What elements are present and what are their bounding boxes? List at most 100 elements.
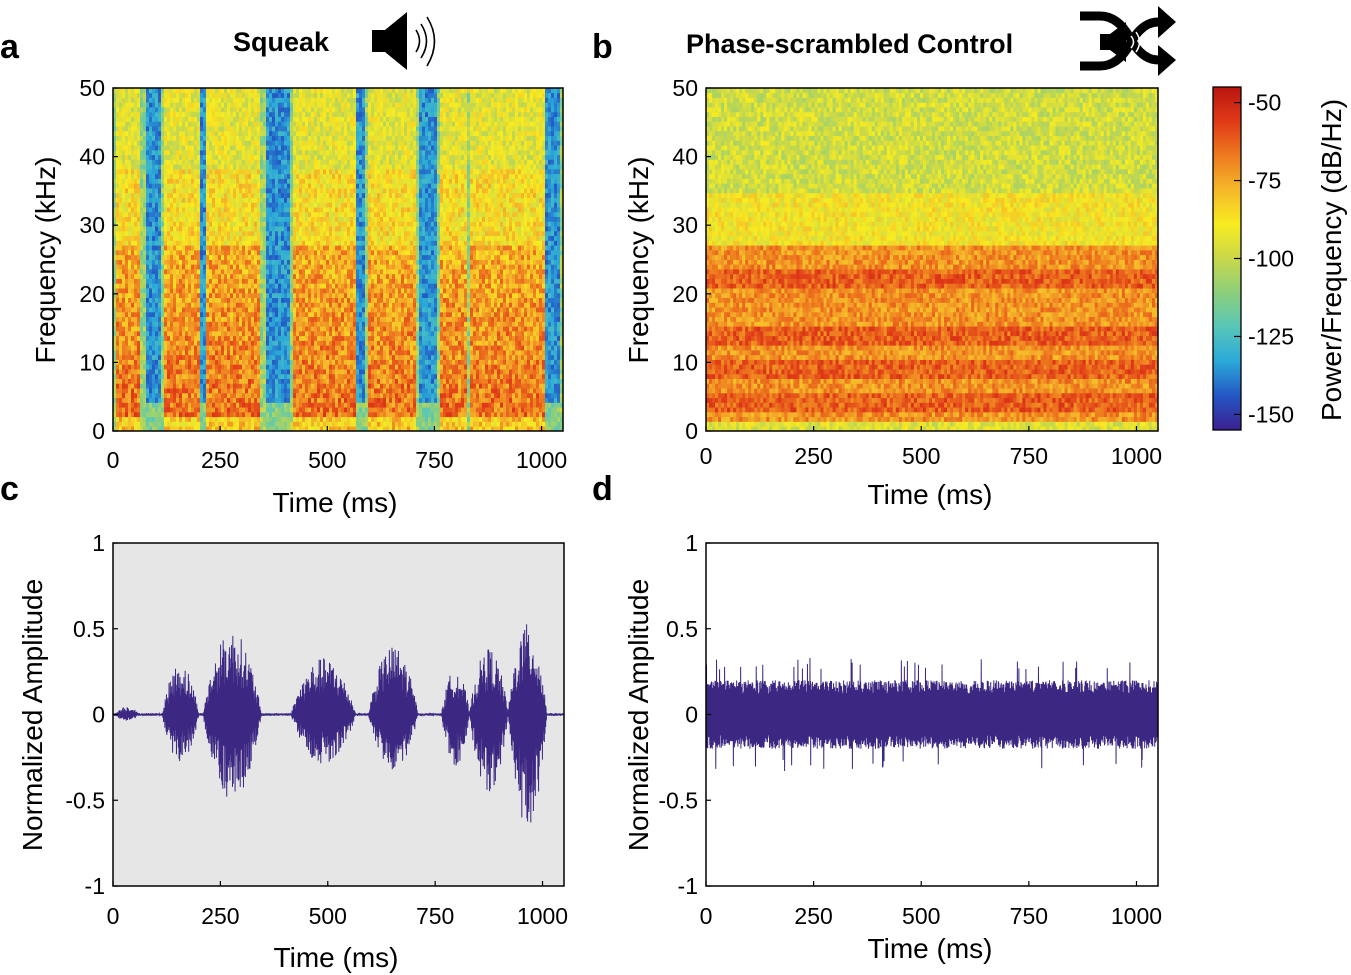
spectrogram-cell <box>149 102 153 108</box>
spectrogram-cell <box>236 316 240 322</box>
spectrogram-cell <box>197 321 201 327</box>
spectrogram-cell <box>284 135 288 141</box>
spectrogram-cell <box>215 135 219 141</box>
spectrogram-cell <box>269 388 273 394</box>
spectrogram-cell <box>212 92 216 98</box>
spectrogram-cell <box>206 164 210 170</box>
spectrogram-cell <box>293 411 297 418</box>
spectrogram-cell <box>152 278 156 284</box>
spectrogram-cell <box>140 178 144 184</box>
spectrogram-cell <box>194 397 198 403</box>
spectrogram-cell <box>260 369 264 375</box>
spectrogram-cell <box>260 197 264 203</box>
spectrogram-cell <box>161 168 165 175</box>
spectrogram-cell <box>188 226 192 232</box>
spectrogram-cell <box>197 135 201 141</box>
spectrogram-cell <box>182 149 186 156</box>
spectrogram-cell <box>224 335 228 341</box>
spectrogram-cell <box>287 383 291 389</box>
spectrogram-cell <box>320 397 324 403</box>
spectrogram-cell <box>245 321 249 327</box>
spectrogram-cell <box>212 192 216 198</box>
spectrogram-cell <box>125 173 129 179</box>
spectrogram-cell <box>290 211 294 218</box>
spectrogram-cell <box>275 288 279 294</box>
spectrogram-cell <box>179 350 183 356</box>
spectrogram-cell <box>140 188 144 194</box>
spectrogram-cell <box>272 345 276 351</box>
spectrogram-cell <box>116 126 120 132</box>
spectrogram-cell <box>236 402 240 408</box>
spectrogram-cell <box>206 178 210 184</box>
spectrogram-cell <box>143 140 147 146</box>
spectrogram-cell <box>143 216 147 222</box>
spectrogram-cell <box>170 383 174 389</box>
spectrogram-cell <box>272 159 276 165</box>
spectrogram-cell <box>155 240 159 246</box>
spectrogram-cell <box>230 407 234 413</box>
spectrogram-cell <box>257 121 261 127</box>
spectrogram-cell <box>230 216 234 222</box>
spectrogram-cell <box>218 202 222 208</box>
spectrogram-cell <box>224 273 228 279</box>
spectrogram-cell <box>182 107 186 113</box>
spectrogram-cell <box>311 383 315 389</box>
spectrogram-cell <box>143 178 147 184</box>
spectrogram-cell <box>191 335 195 341</box>
spectrogram-cell <box>224 211 228 218</box>
spectrogram-cell <box>164 364 168 370</box>
spectrogram-cell <box>302 269 306 275</box>
spectrogram-cell <box>143 359 147 365</box>
spectrogram-cell <box>278 183 282 189</box>
spectrogram-cell <box>194 88 198 94</box>
spectrogram-cell <box>224 173 228 179</box>
spectrogram-cell <box>299 311 303 318</box>
spectrogram-cell <box>116 364 120 370</box>
spectrogram-cell <box>236 259 240 265</box>
spectrogram-cell <box>191 378 195 384</box>
spectrogram-cell <box>143 288 147 294</box>
spectrogram-cell <box>149 307 153 313</box>
spectrogram-cell <box>230 354 234 360</box>
spectrogram-cell <box>305 350 309 356</box>
spectrogram-cell <box>269 350 273 356</box>
spectrogram-cell <box>263 302 267 308</box>
spectrogram-cell <box>224 288 228 294</box>
spectrogram-cell <box>134 211 138 218</box>
spectrogram-cell <box>209 345 213 351</box>
spectrogram-cell <box>179 126 183 132</box>
spectrogram-cell <box>134 340 138 346</box>
spectrogram-cell <box>242 373 246 379</box>
spectrogram-cell <box>140 130 144 137</box>
spectrogram-cell <box>152 249 156 256</box>
spectrogram-cell <box>284 426 288 432</box>
spectrogram-cell <box>251 92 255 98</box>
speaker-icon <box>372 12 436 70</box>
spectrogram-cell <box>200 211 204 218</box>
spectrogram-cell <box>203 259 207 265</box>
spectrogram-cell <box>245 264 249 270</box>
spectrogram-cell <box>164 216 168 222</box>
spectrogram-cell <box>176 359 180 365</box>
spectrogram-cell <box>158 202 162 208</box>
spectrogram-cell <box>218 273 222 279</box>
spectrogram-cell <box>278 388 282 394</box>
spectrogram-cell <box>278 145 282 151</box>
spectrogram-cell <box>233 373 237 379</box>
spectrogram-cell <box>242 135 246 141</box>
spectrogram-cell <box>239 135 243 141</box>
spectrogram-cell <box>308 269 312 275</box>
spectrogram-cell <box>209 149 213 156</box>
spectrogram-cell <box>278 373 282 379</box>
spectrogram-cell <box>188 111 192 117</box>
spectrogram-cell <box>134 254 138 260</box>
spectrogram-cell <box>185 235 189 241</box>
spectrogram-cell <box>284 350 288 356</box>
spectrogram-cell <box>302 316 306 322</box>
spectrogram-cell <box>311 192 315 198</box>
spectrogram-cell <box>239 297 243 303</box>
spectrogram-cell <box>305 307 309 313</box>
spectrogram-cell <box>227 92 231 98</box>
spectrogram-cell <box>140 302 144 308</box>
spectrogram-cell <box>314 392 318 399</box>
